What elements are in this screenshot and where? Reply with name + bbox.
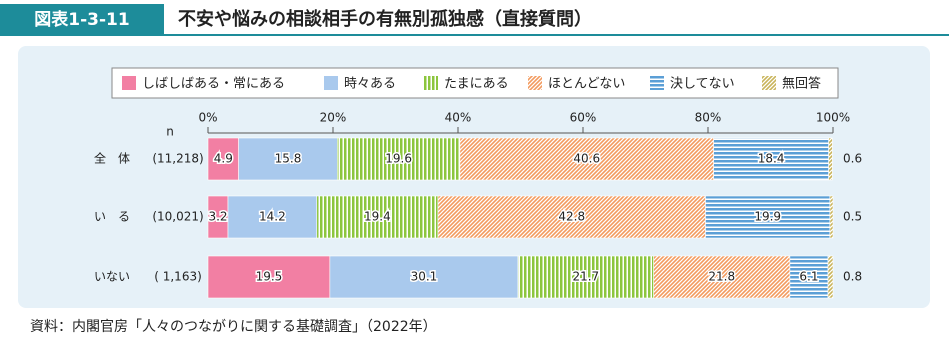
legend-swatch [528,76,542,90]
bar-segment [827,255,834,299]
bar-segment [653,255,791,299]
bar-segment [829,195,834,239]
bar-segment [517,255,654,299]
legend [111,67,839,99]
value-label: 19.6 [385,152,412,166]
value-label: 19.4 [364,210,391,224]
bar-segment [459,137,714,181]
value-label: 4.9 [214,152,233,166]
figure-box [0,4,164,34]
source: 資料：内閣官房「人々のつながりに関する基礎調査」（2022年） [30,318,437,335]
value-label: 0.8 [843,270,862,284]
bar-segment [238,137,338,181]
x-tick-label: 60% [570,111,597,125]
value-label: 19.9 [754,210,781,224]
value-label: 21.8 [708,270,735,284]
count-label: ( 1,163) [154,270,202,284]
legend-swatch [424,76,438,90]
bar-segment [337,137,461,181]
legend-label: 無回答 [782,76,821,92]
x-tick-label: 40% [445,111,472,125]
value-label: 0.6 [843,152,862,166]
x-tick-label: 0% [198,111,217,125]
figure-number: 図表1-3-11 [34,9,129,30]
bar-segment [207,255,331,299]
count-label: (10,021) [152,210,203,224]
bar-segment [828,137,833,181]
bar-segment [705,195,831,239]
header-title: 不安や悩みの相談相手の有無別孤独感（直接質問） [178,8,592,30]
bar-segment [437,195,706,239]
category-label: 全 体 [94,151,130,166]
legend-swatch [650,76,664,90]
x-tick-label: 80% [695,111,722,125]
bar-segment [227,195,318,239]
value-label: 3.2 [208,210,227,224]
value-label: 42.8 [558,210,585,224]
value-label: 6.1 [799,270,818,284]
value-label: 19.5 [256,270,283,284]
legend-label: 時々ある [344,77,396,92]
legend-swatch [122,76,136,90]
x-tick-label: 20% [320,111,347,125]
bar-segment [207,137,239,181]
bar-segment [316,195,439,239]
legend-label: ほとんどない [548,77,625,92]
category-label: いない [94,270,130,284]
value-label: 21.7 [572,270,599,284]
n-label: n [166,125,174,139]
category-label: い る [94,210,130,224]
legend-label: しばしばある・常にある [142,77,285,92]
value-label: 40.6 [573,152,600,166]
value-label: 30.1 [411,270,438,284]
bar-segment [789,255,829,299]
value-label: 14.2 [259,210,286,224]
x-tick-label: 100% [816,111,850,125]
legend-swatch [324,76,338,90]
value-label: 15.8 [275,152,302,166]
bar-segment [329,255,519,299]
legend-label: たまにある [444,77,509,92]
value-label: 18.4 [758,152,785,166]
legend-swatch [762,76,776,90]
legend-label: 決してない [670,77,735,92]
count-label: (11,218) [152,152,203,166]
value-label: 0.5 [843,210,862,224]
